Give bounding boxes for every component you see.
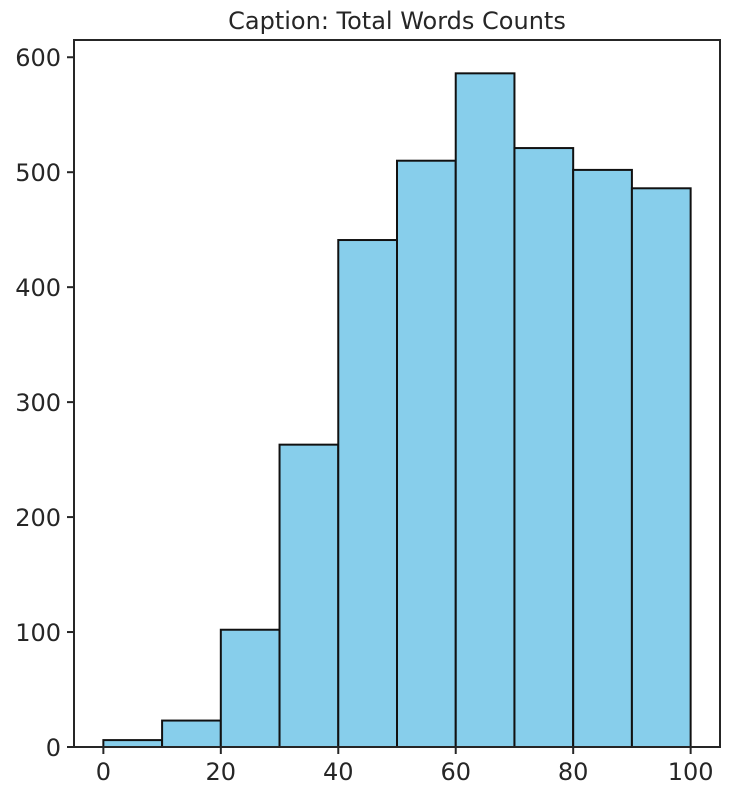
- x-tick-label: 80: [558, 758, 589, 786]
- y-tick-label: 500: [15, 159, 61, 187]
- y-tick-label: 600: [15, 44, 61, 72]
- histogram-bar-70-80: [513, 147, 575, 749]
- y-tick-label: 200: [15, 504, 61, 532]
- plot-frame: [73, 39, 721, 748]
- histogram-bar-90-100: [630, 187, 692, 749]
- x-tick-label: 0: [96, 758, 111, 786]
- x-tick-label: 40: [323, 758, 354, 786]
- histogram-bar-40-50: [337, 239, 399, 748]
- x-tick-label: 20: [206, 758, 237, 786]
- chart-title: Caption: Total Words Counts: [228, 7, 566, 35]
- histogram-bar-0-10: [102, 739, 164, 748]
- y-axis: 0 100 200 300 400 500 600: [15, 44, 74, 762]
- y-tick-label: 100: [15, 619, 61, 647]
- x-tick-label: 60: [440, 758, 471, 786]
- histogram-bar-30-40: [278, 443, 340, 748]
- x-axis: 0 20 40 60 80 100: [96, 747, 714, 786]
- y-tick-label: 400: [15, 274, 61, 302]
- bars-group: [102, 72, 692, 749]
- histogram-bar-50-60: [396, 159, 457, 748]
- y-tick-label: 300: [15, 389, 61, 417]
- histogram-bar-60-70: [454, 72, 516, 749]
- histogram-bar-10-20: [161, 719, 222, 748]
- histogram-bar-20-30: [219, 628, 281, 748]
- x-tick-label: 100: [668, 758, 714, 786]
- y-tick-label: 0: [46, 734, 61, 762]
- histogram-bar-80-90: [572, 168, 633, 749]
